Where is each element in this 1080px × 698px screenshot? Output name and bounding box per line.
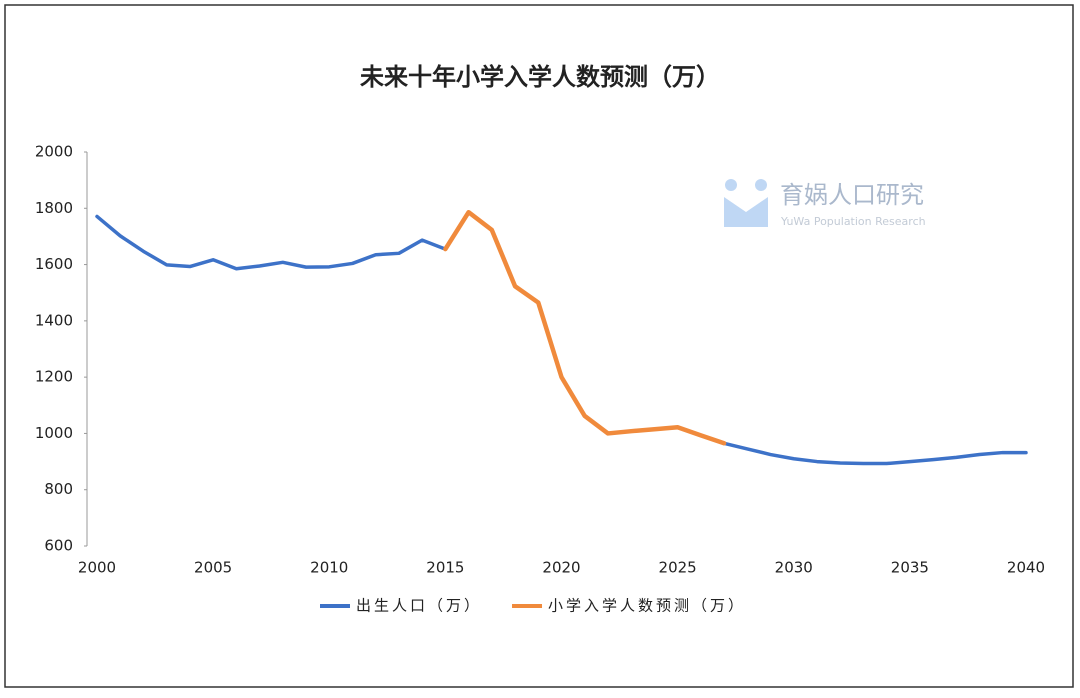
x-tick-label: 2025 bbox=[659, 559, 697, 577]
y-tick-label: 800 bbox=[44, 480, 73, 498]
x-tick-label: 2035 bbox=[891, 559, 929, 577]
y-tick-label: 600 bbox=[44, 537, 73, 555]
y-tick-label: 1800 bbox=[35, 199, 73, 217]
x-tick-label: 2010 bbox=[310, 559, 348, 577]
y-tick-label: 1400 bbox=[35, 311, 73, 329]
x-tick-label: 2040 bbox=[1007, 559, 1045, 577]
y-tick-label: 1600 bbox=[35, 255, 73, 273]
chart-title: 未来十年小学入学人数预测（万） bbox=[360, 63, 720, 91]
y-tick-label: 2000 bbox=[35, 143, 73, 161]
x-tick-label: 2020 bbox=[542, 559, 580, 577]
series-line bbox=[443, 209, 727, 446]
y-tick-label: 1200 bbox=[35, 368, 73, 386]
watermark-subtitle: YuWa Population Research bbox=[780, 215, 926, 228]
frame bbox=[4, 4, 1074, 688]
x-tick-label: 2000 bbox=[78, 559, 116, 577]
x-tick-label: 2005 bbox=[194, 559, 232, 577]
x-tick-label: 2015 bbox=[426, 559, 464, 577]
watermark-logo bbox=[724, 179, 768, 227]
y-tick-label: 1000 bbox=[35, 424, 73, 442]
x-tick-label: 2030 bbox=[775, 559, 813, 577]
watermark-name: 育娲人口研究 bbox=[780, 181, 924, 209]
legend-label: 出生人口（万） bbox=[356, 597, 482, 615]
legend-label: 小学入学人数预测（万） bbox=[548, 597, 746, 615]
